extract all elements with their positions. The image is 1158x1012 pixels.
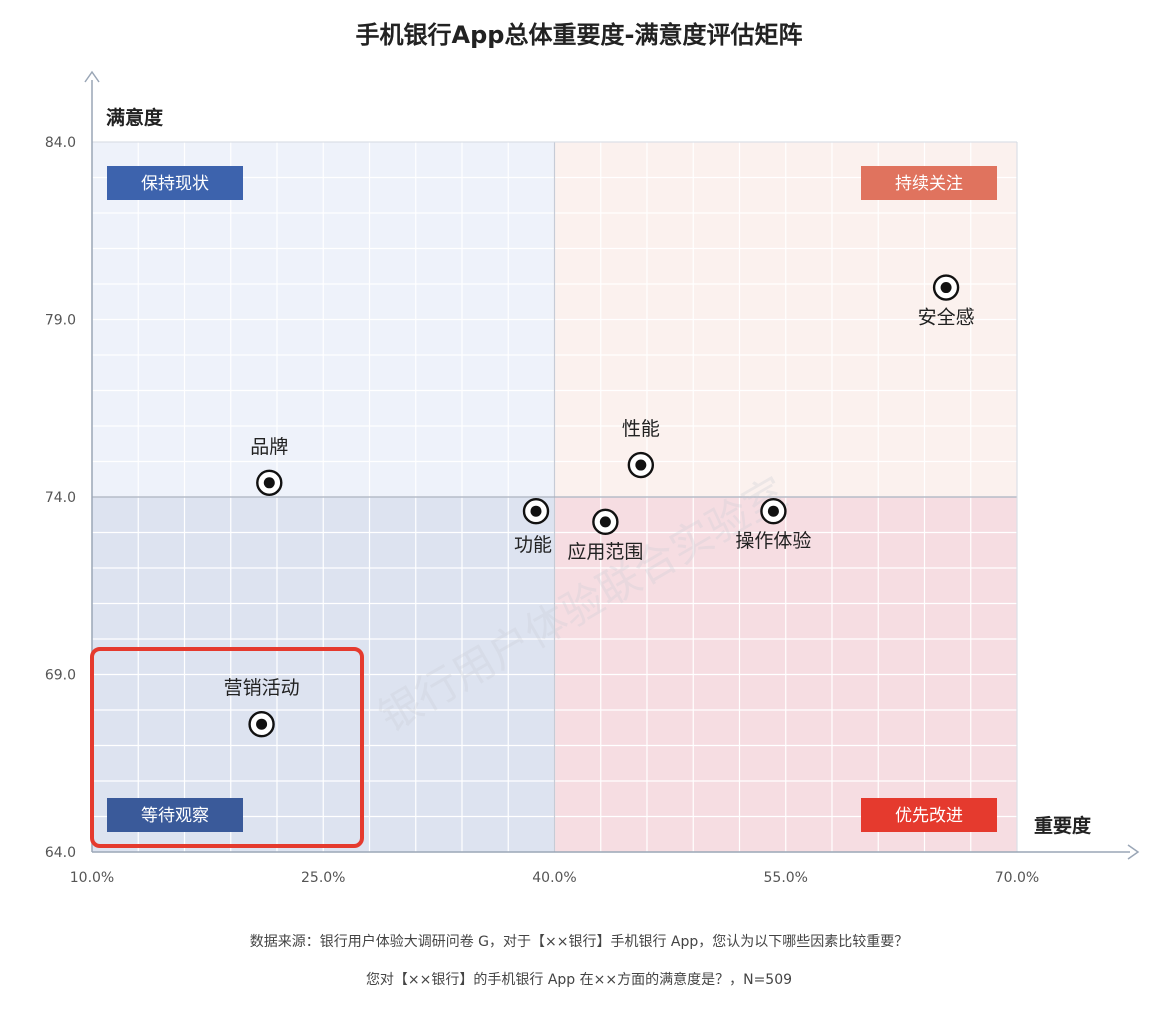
y-axis-arrow-icon <box>84 70 100 83</box>
point-marker-inner <box>263 477 275 489</box>
x-tick-label: 25.0% <box>301 870 345 886</box>
data-point: 性能 <box>622 418 660 479</box>
highlight-box <box>90 647 364 848</box>
y-tick-label: 64.0 <box>45 845 76 861</box>
data-point: 品牌 <box>250 436 288 496</box>
y-axis-label: 满意度 <box>106 106 164 129</box>
point-marker-inner <box>635 459 647 471</box>
point-marker-inner <box>940 282 952 294</box>
point-marker-inner <box>530 505 542 517</box>
point-label: 营销活动 <box>224 677 300 699</box>
x-axis-arrow-icon <box>1127 844 1140 860</box>
data-point: 操作体验 <box>735 498 811 552</box>
quadrant-tag-label: 等待观察 <box>141 806 209 826</box>
x-tick-label: 40.0% <box>532 870 576 886</box>
point-label: 安全感 <box>918 307 975 329</box>
x-tick-label: 70.0% <box>995 870 1039 886</box>
point-label: 性能 <box>622 418 660 440</box>
point-label: 功能 <box>514 534 552 556</box>
x-axis-label: 重要度 <box>1034 814 1092 837</box>
quadrant-tag-bottom-left <box>107 798 243 832</box>
chart-title: 手机银行App总体重要度-满意度评估矩阵 <box>356 21 803 49</box>
quadrant-tag-label: 持续关注 <box>895 174 963 194</box>
point-label: 应用范围 <box>567 541 643 563</box>
quadrant-tag-label: 保持现状 <box>141 174 209 194</box>
point-label: 品牌 <box>250 436 288 458</box>
point-marker-inner <box>767 505 779 517</box>
point-marker-inner <box>256 718 268 730</box>
y-tick-label: 74.0 <box>45 490 76 506</box>
axis-ticks: 10.0% 25.0% 40.0% 55.0% 70.0% 64.0 69.0 74.0 79.… <box>45 135 1039 886</box>
y-tick-label: 79.0 <box>45 313 76 329</box>
quadrant-tag-label: 优先改进 <box>895 806 963 826</box>
data-point: 安全感 <box>918 274 975 329</box>
data-point: 功能 <box>514 498 552 556</box>
grid <box>91 141 1018 853</box>
source-line-2: 您对【××银行】的手机银行 App 在××方面的满意度是？，N=509 <box>366 971 792 988</box>
data-point: 营销活动 <box>224 677 300 738</box>
quadrant-tag-top-left <box>107 166 243 200</box>
source-line-1: 数据来源：银行用户体验大调研问卷 G，对于【××银行】手机银行 App，您认为以… <box>250 933 909 950</box>
x-tick-label: 55.0% <box>764 870 808 886</box>
x-tick-label: 10.0% <box>70 870 114 886</box>
quadrant-tag-top-right <box>861 166 997 200</box>
data-point: 应用范围 <box>567 508 643 563</box>
point-label: 操作体验 <box>735 530 811 552</box>
y-tick-label: 84.0 <box>45 135 76 151</box>
point-marker-inner <box>599 516 611 528</box>
y-tick-label: 69.0 <box>45 668 76 684</box>
quadrant-tag-bottom-right <box>861 798 997 832</box>
